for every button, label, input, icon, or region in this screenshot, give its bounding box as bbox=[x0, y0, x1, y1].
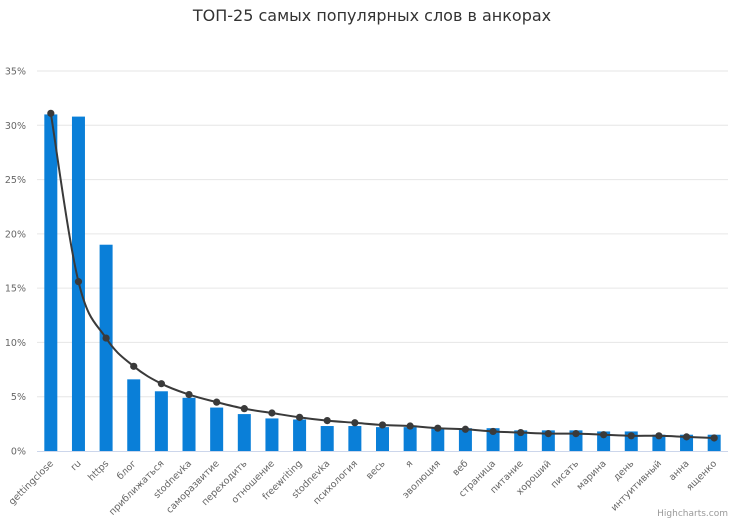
bar bbox=[265, 418, 279, 451]
y-tick-label: 0% bbox=[11, 447, 26, 458]
trend-point bbox=[434, 424, 442, 432]
bar bbox=[431, 428, 445, 451]
chart-title: ТОП-25 самых популярных слов в анкорах bbox=[192, 6, 551, 25]
chart-credit[interactable]: Highcharts.com bbox=[657, 509, 728, 519]
bar bbox=[486, 428, 500, 451]
bar bbox=[597, 431, 611, 451]
bar bbox=[541, 430, 555, 451]
x-tick-label: день bbox=[611, 458, 636, 483]
trend-point bbox=[544, 430, 552, 438]
bar-series bbox=[44, 114, 721, 451]
y-tick-label: 35% bbox=[5, 67, 26, 78]
bar bbox=[376, 427, 389, 451]
trend-point bbox=[130, 362, 138, 370]
trend-point bbox=[47, 109, 55, 117]
trend-point bbox=[710, 434, 718, 442]
trend-point bbox=[406, 422, 414, 430]
bar bbox=[293, 419, 307, 451]
trend-point bbox=[102, 334, 110, 342]
trend-point bbox=[351, 419, 359, 427]
y-tick-label: 25% bbox=[5, 175, 26, 186]
x-tick-label: ru bbox=[69, 458, 84, 473]
trend-point bbox=[600, 431, 608, 439]
x-tick-label: gettingclose bbox=[7, 458, 56, 507]
x-tick-label: веб bbox=[451, 458, 471, 478]
trend-point bbox=[213, 398, 221, 406]
bar bbox=[680, 434, 694, 451]
grid-lines bbox=[37, 70, 728, 452]
trend-point bbox=[323, 417, 331, 425]
x-tick-label: блог bbox=[115, 458, 139, 482]
trend-point bbox=[268, 409, 276, 417]
bar bbox=[403, 427, 417, 451]
y-tick-label: 15% bbox=[5, 284, 26, 295]
x-tick-label: весь bbox=[364, 458, 388, 482]
trend-point bbox=[627, 432, 635, 440]
bar bbox=[210, 407, 224, 451]
x-tick-label: ященко bbox=[684, 458, 719, 493]
trend-point bbox=[157, 380, 165, 388]
x-tick-label: марина bbox=[575, 458, 609, 492]
bar bbox=[320, 426, 334, 451]
trend-point bbox=[74, 278, 83, 286]
trend-line bbox=[49, 113, 715, 439]
x-tick-label: https bbox=[86, 458, 111, 483]
bar bbox=[514, 430, 528, 451]
bar bbox=[154, 391, 168, 451]
bar bbox=[569, 430, 583, 451]
trend-point bbox=[655, 432, 663, 440]
x-tick-label: анна bbox=[667, 458, 692, 483]
y-axis: 0% 5% 10% 15% 20% 25% 30% 35% bbox=[5, 67, 26, 458]
trend-point bbox=[517, 428, 525, 437]
x-tick-label: интуитивный bbox=[609, 458, 664, 513]
trend-point bbox=[295, 413, 304, 421]
bar bbox=[99, 244, 113, 451]
bar bbox=[182, 397, 196, 451]
bar bbox=[348, 426, 362, 451]
bar bbox=[44, 114, 58, 451]
trend-point bbox=[378, 421, 387, 429]
bar bbox=[127, 379, 141, 451]
x-axis: gettingclose ru https блогприближатьсяstodn… bbox=[7, 458, 720, 518]
trend-point bbox=[682, 433, 691, 441]
x-tick-label: я bbox=[403, 458, 415, 470]
trend-point bbox=[572, 430, 580, 438]
y-tick-label: 20% bbox=[5, 229, 26, 240]
bar bbox=[652, 434, 666, 451]
y-tick-label: 5% bbox=[11, 392, 26, 403]
trend-point bbox=[240, 405, 248, 413]
trend-point bbox=[185, 390, 193, 399]
bar bbox=[458, 428, 472, 451]
y-tick-label: 30% bbox=[5, 121, 26, 132]
y-tick-label: 10% bbox=[5, 338, 26, 349]
trend-point bbox=[489, 427, 497, 436]
trend-point bbox=[461, 425, 470, 433]
bar bbox=[237, 414, 251, 451]
trend-points bbox=[47, 109, 718, 442]
